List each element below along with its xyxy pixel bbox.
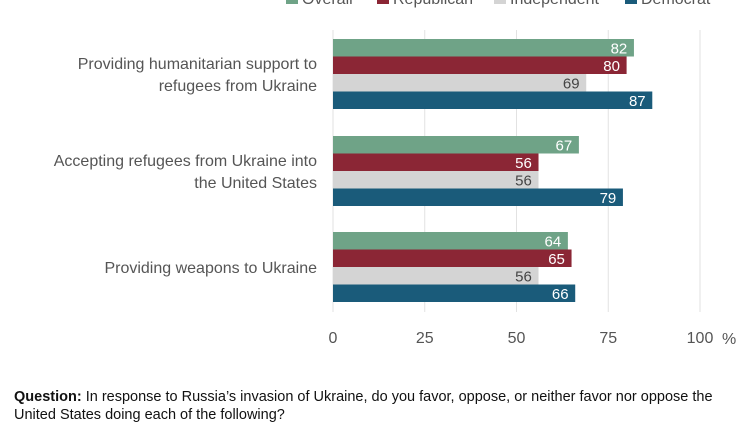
question-note: Question: In response to Russia’s invasi… [14,388,734,424]
category-labels: Providing humanitarian support to refugee… [54,56,317,277]
bar-democrat-1 [333,91,653,109]
tick-label: 75 [599,330,617,347]
bar-republican-3 [333,249,572,267]
question-text: In response to Russia’s invasion of Ukra… [14,389,713,423]
bar-overall-1 [333,39,634,57]
bar-democrat-3 [333,284,576,302]
bar-value-label: 56 [515,172,532,189]
bar-value-label: 67 [556,137,573,154]
bar-value-label: 80 [603,58,620,75]
x-axis-unit: % [722,331,736,348]
bar-value-label: 82 [611,40,628,57]
bar-value-label: 65 [548,251,565,268]
bar-republican-1 [333,56,627,74]
bar-independent-3 [333,267,539,285]
legend-label-republican: Republican [393,0,473,8]
tick-label: 50 [508,330,526,347]
bar-value-label: 56 [515,268,532,285]
bar-value-label: 69 [563,75,580,92]
legend: Overall Republican Independent Democrat [286,0,711,8]
legend-label-overall: Overall [302,0,353,8]
bar-value-label: 66 [552,286,569,303]
bar-value-label: 79 [600,190,617,207]
tick-label: 25 [416,330,434,347]
legend-swatch-republican [377,0,389,4]
bar-value-label: 87 [629,93,646,110]
bar-independent-1 [333,74,587,92]
bar-overall-3 [333,232,568,250]
category-label: Accepting refugees from Ukraine into [54,153,317,170]
legend-swatch-independent [494,0,506,4]
category-label: Providing humanitarian support to [78,56,317,73]
bar-democrat-2 [333,188,623,206]
bar-republican-2 [333,153,539,171]
bar-overall-2 [333,136,579,154]
question-label: Question: [14,389,82,405]
category-label: the United States [194,175,317,192]
legend-label-democrat: Democrat [641,0,711,8]
bar-value-label: 64 [545,233,562,250]
tick-label: 100 [687,330,714,347]
grouped-bar-chart: OverallRepublicanIndependentDemocrat 828… [54,0,737,348]
bar-value-label: 56 [515,155,532,172]
category-label: Providing weapons to Ukraine [104,260,317,277]
legend-swatch-democrat [625,0,637,4]
tick-label: 0 [329,330,338,347]
legend-swatch-overall [286,0,298,4]
category-label: refugees from Ukraine [159,78,317,95]
bar-independent-2 [333,171,539,189]
legend-label-independent: Independent [510,0,600,8]
x-axis-ticks: 0 25 50 75 100% [329,330,737,348]
